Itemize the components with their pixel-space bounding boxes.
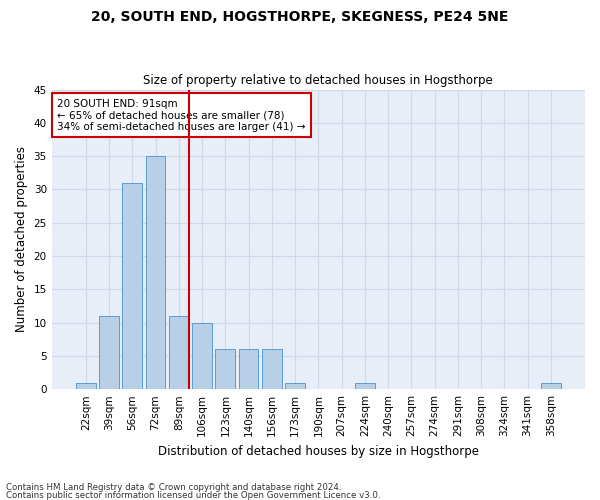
Text: 20, SOUTH END, HOGSTHORPE, SKEGNESS, PE24 5NE: 20, SOUTH END, HOGSTHORPE, SKEGNESS, PE2… [91, 10, 509, 24]
Bar [192, 322, 212, 389]
Bar [99, 316, 119, 389]
Bar [146, 156, 166, 389]
Bar [541, 382, 561, 389]
X-axis label: Distribution of detached houses by size in Hogsthorpe: Distribution of detached houses by size … [158, 444, 479, 458]
Text: 20 SOUTH END: 91sqm
← 65% of detached houses are smaller (78)
34% of semi-detach: 20 SOUTH END: 91sqm ← 65% of detached ho… [57, 98, 305, 132]
Bar [122, 183, 142, 389]
Bar [262, 349, 282, 389]
Text: Contains public sector information licensed under the Open Government Licence v3: Contains public sector information licen… [6, 490, 380, 500]
Text: Contains HM Land Registry data © Crown copyright and database right 2024.: Contains HM Land Registry data © Crown c… [6, 484, 341, 492]
Bar [76, 382, 95, 389]
Bar [285, 382, 305, 389]
Bar [215, 349, 235, 389]
Bar [169, 316, 188, 389]
Bar [355, 382, 375, 389]
Title: Size of property relative to detached houses in Hogsthorpe: Size of property relative to detached ho… [143, 74, 493, 87]
Y-axis label: Number of detached properties: Number of detached properties [15, 146, 28, 332]
Bar [239, 349, 259, 389]
